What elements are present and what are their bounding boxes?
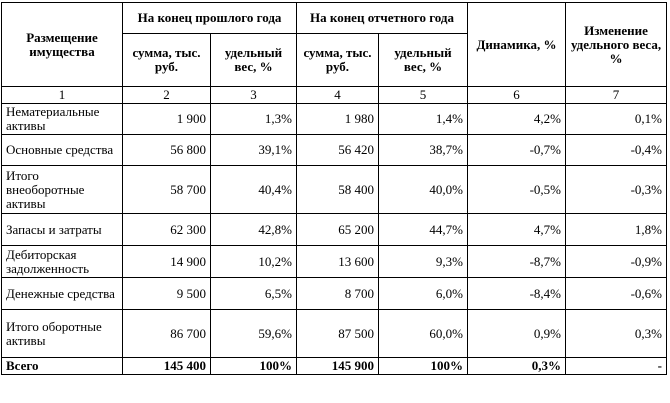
curr-sum-cell: 58 400 — [296, 165, 379, 214]
dynamics-cell: -0,5% — [467, 165, 567, 214]
curr-sum-cell: 87 500 — [296, 309, 379, 358]
dynamics-cell: -0,7% — [467, 134, 567, 166]
curr-sum-cell: 65 200 — [296, 213, 379, 246]
prev-sum-cell: 14 900 — [122, 245, 211, 278]
curr-share-cell: 40,0% — [377, 165, 469, 214]
header-row-2: сумма, тыс. руб. удельный вес, % сумма, … — [2, 33, 667, 87]
row-name: Денежные средства — [1, 277, 123, 310]
header-placement: Размещение имущества — [1, 2, 123, 87]
table-row: Итого внеоборотные активы 58 700 40,4% 5… — [1, 165, 668, 214]
curr-share-cell: 1,4% — [377, 103, 469, 135]
total-curr-share: 100% — [377, 357, 469, 375]
prev-share-cell: 1,3% — [210, 103, 297, 135]
curr-share-cell: 38,7% — [377, 134, 469, 166]
column-number: 4 — [296, 86, 379, 104]
table-row: Дебиторская задолженность 14 900 10,2% 1… — [1, 245, 668, 278]
table-row: Основные средства 56 800 39,1% 56 420 38… — [1, 134, 668, 166]
total-name: Всего — [1, 357, 123, 375]
total-curr-sum: 145 900 — [296, 357, 379, 375]
total-prev-share: 100% — [210, 357, 297, 375]
prev-share-cell: 39,1% — [210, 134, 297, 166]
header-prev-share: удельный вес, % — [210, 33, 297, 87]
prev-sum-cell: 62 300 — [122, 213, 211, 246]
row-name: Нематериальные активы — [1, 103, 123, 135]
curr-sum-cell: 56 420 — [296, 134, 379, 166]
header-prev-period: На конец прошлого года — [122, 2, 297, 34]
column-number: 6 — [467, 86, 567, 104]
share-change-cell: -0,3% — [565, 165, 668, 214]
row-name: Итого оборотные активы — [1, 309, 123, 358]
prev-sum-cell: 1 900 — [122, 103, 211, 135]
curr-sum-cell: 1 980 — [296, 103, 379, 135]
share-change-cell: 0,3% — [565, 309, 668, 358]
curr-sum-cell: 13 600 — [296, 245, 379, 278]
header-share-change: Изменение удельного веса, % — [565, 2, 668, 87]
dynamics-cell: 4,7% — [467, 213, 567, 246]
table-row: Запасы и затраты 62 300 42,8% 65 200 44,… — [1, 213, 668, 246]
header-prev-sum: сумма, тыс. руб. — [122, 33, 211, 87]
column-number: 7 — [565, 86, 668, 104]
prev-share-cell: 6,5% — [210, 277, 297, 310]
header-row-1: Размещение имущества На конец прошлого г… — [1, 2, 668, 87]
table-row: Итого оборотные активы 86 700 59,6% 87 5… — [1, 309, 668, 358]
column-number: 3 — [210, 86, 297, 104]
prev-share-cell: 10,2% — [210, 245, 297, 278]
prev-share-cell: 40,4% — [210, 165, 297, 214]
curr-share-cell: 60,0% — [377, 309, 469, 358]
row-name: Запасы и затраты — [1, 213, 123, 246]
curr-share-cell: 9,3% — [377, 245, 469, 278]
prev-share-cell: 59,6% — [210, 309, 297, 358]
column-number: 1 — [1, 86, 123, 104]
table-row: Нематериальные активы 1 900 1,3% 1 980 1… — [1, 103, 668, 135]
header-dynamics: Динамика, % — [467, 2, 567, 87]
header-curr-period: На конец отчетного года — [295, 2, 469, 34]
share-change-cell: 0,1% — [565, 103, 668, 135]
share-change-cell: 1,8% — [565, 213, 668, 246]
total-share-change: - — [565, 357, 668, 375]
dynamics-cell: -8,7% — [467, 245, 567, 278]
dynamics-cell: 0,9% — [467, 309, 567, 358]
prev-sum-cell: 56 800 — [122, 134, 211, 166]
header-curr-share: удельный вес, % — [377, 33, 469, 87]
table-row: Денежные средства 9 500 6,5% 8 700 6,0% … — [1, 277, 668, 310]
prev-sum-cell: 58 700 — [122, 165, 211, 214]
prev-share-cell: 42,8% — [210, 213, 297, 246]
header-curr-sum: сумма, тыс. руб. — [296, 33, 379, 87]
total-row: Всего 145 400 100% 145 900 100% 0,3% - — [1, 357, 668, 375]
total-dynamics: 0,3% — [467, 357, 567, 375]
column-number: 5 — [377, 86, 469, 104]
dynamics-cell: 4,2% — [467, 103, 567, 135]
prev-sum-cell: 9 500 — [122, 277, 211, 310]
share-change-cell: -0,6% — [565, 277, 668, 310]
dynamics-cell: -8,4% — [467, 277, 567, 310]
row-name: Основные средства — [1, 134, 123, 166]
share-change-cell: -0,4% — [565, 134, 668, 166]
row-name: Итого внеоборотные активы — [1, 165, 123, 214]
column-number: 2 — [122, 86, 211, 104]
prev-sum-cell: 86 700 — [122, 309, 211, 358]
curr-share-cell: 44,7% — [377, 213, 469, 246]
column-number-row: 1 2 3 4 5 6 7 — [1, 86, 668, 104]
total-prev-sum: 145 400 — [122, 357, 211, 375]
share-change-cell: -0,9% — [565, 245, 668, 278]
row-name: Дебиторская задолженность — [1, 245, 123, 278]
asset-structure-table: Размещение имущества На конец прошлого г… — [1, 2, 668, 375]
curr-share-cell: 6,0% — [377, 277, 469, 310]
curr-sum-cell: 8 700 — [296, 277, 379, 310]
